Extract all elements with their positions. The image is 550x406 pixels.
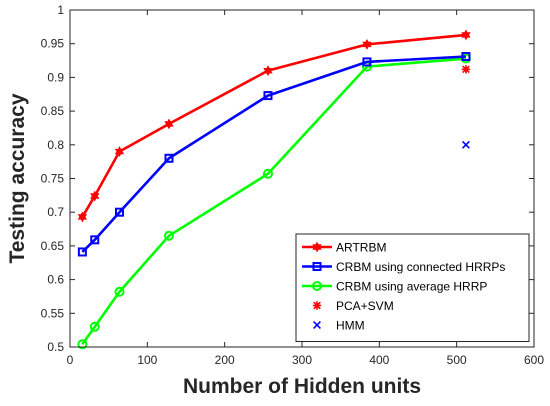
series-1-point-4 [263,91,273,101]
y-tick-label-0: 0.5 [47,340,64,354]
series-0-point-6 [461,29,471,41]
legend-marker-2 [312,281,322,291]
series-2-point-1 [89,321,100,332]
x-tick-label-4: 400 [369,353,389,367]
y-axis-label: Testing accuracy [6,93,29,263]
plot-area [77,29,471,350]
legend-marker-3 [312,301,322,310]
y-tick-label-5: 0.75 [41,172,65,186]
legend-entry-1: CRBM using connected HRRPs [302,260,505,274]
legend-label-1: CRBM using connected HRRPs [336,260,505,274]
series-1-point-6 [461,52,471,62]
ticks: 0 100 200 300 400 500 600 0.5 0.55 0.6 0.65 0.7 0.75… [41,3,545,367]
x-tick-label-5: 500 [447,353,467,367]
y-tick-label-1: 0.55 [41,306,65,320]
series-1 [77,52,471,257]
series-1-line [81,55,467,253]
legend-box [295,233,530,342]
series-1-point-0 [77,247,87,257]
y-tick-label-4: 0.7 [47,205,64,219]
series-0 [77,29,471,223]
series-0-point-1 [90,190,100,202]
series-1-point-1 [90,235,100,245]
x-axis-label: Number of Hidden units [183,375,421,398]
legend-entry-2: CRBM using average HRRP [302,280,487,294]
series-2-point-0 [77,339,88,350]
series-4-point-0 [461,140,470,149]
legend-label-3: PCA+SVM [336,299,394,313]
series-0-point-0 [77,211,88,223]
series-0-point-2 [114,146,125,157]
series-1-point-5 [362,57,372,67]
legend-label-4: HMM [336,319,365,333]
x-tick-label-6: 600 [524,353,544,367]
series-0-point-5 [362,38,372,50]
y-tick-label-2: 0.6 [47,273,64,287]
series-3-point-0-strokes [461,65,471,74]
series-3 [461,65,471,74]
series-2-point-2 [114,286,125,297]
y-tick-label-7: 0.85 [41,104,65,118]
y-tick-label-3: 0.65 [41,239,65,253]
series-2-line [81,57,467,346]
legend-entry-4: HMM [313,319,365,333]
series-3-point-0 [461,65,471,74]
y-tick-label-6: 0.8 [47,138,64,152]
y-tick-label-10: 1 [57,3,64,17]
y-tick-label-9: 0.95 [41,37,65,51]
legend-entry-0: ARTRBM [302,241,386,255]
series-1-point-2 [114,207,124,217]
x-tick-label-0: 0 [67,353,74,367]
series-1-point-3 [164,153,174,163]
x-tick-label-1: 100 [137,353,157,367]
y-tick-label-8: 0.9 [47,70,64,84]
legend-marker-1 [312,262,322,271]
legend: ARTRBM CRBM using connected HRRPs CRBM usi… [295,233,530,342]
legend-label-0: ARTRBM [336,241,386,255]
legend-entry-3: PCA+SVM [312,299,394,313]
legend-label-2: CRBM using average HRRP [336,280,487,294]
x-tick-label-2: 200 [215,353,235,367]
series-0-point-3 [164,118,174,130]
legend-marker-3-strokes [312,301,322,310]
series-2-point-4 [262,168,273,179]
series-4 [461,140,470,149]
series-0-point-4 [263,65,273,77]
x-tick-label-3: 300 [292,353,312,367]
series-2 [77,53,471,350]
legend-marker-4 [313,321,321,329]
series-2-point-3 [163,230,174,241]
legend-marker-0 [312,241,322,253]
